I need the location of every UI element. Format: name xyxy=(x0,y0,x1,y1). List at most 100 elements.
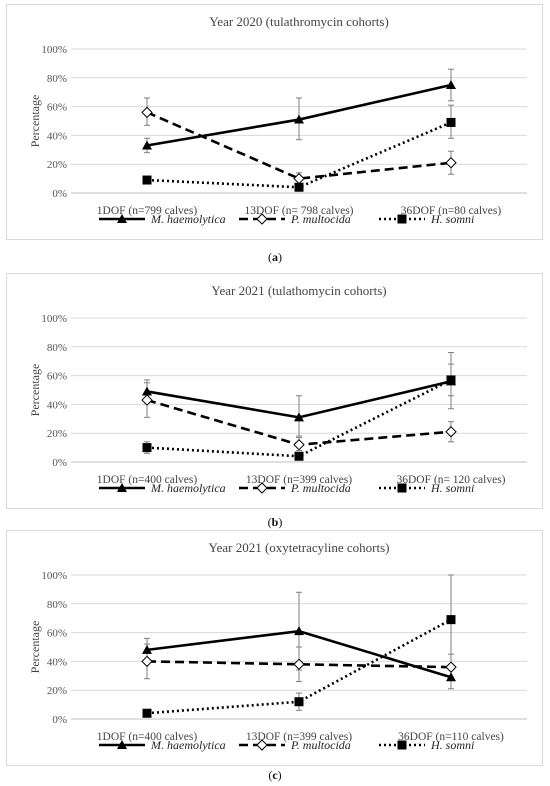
point-p-multocida xyxy=(141,106,153,119)
point-p-multocida xyxy=(445,426,457,438)
chart-svg-c: Year 2021 (oxytetracyline cohorts) Percen… xyxy=(28,540,527,752)
chart-panel-a: Year 2020 (tulathromycin cohorts) Percent… xyxy=(6,4,543,240)
panel-label-c-open: ( xyxy=(268,768,273,782)
y-tick-label: 100% xyxy=(41,570,67,582)
point-m-haemolytica xyxy=(446,80,456,89)
point-m-haemolytica xyxy=(142,386,152,396)
panel-label-b-open: ( xyxy=(267,515,272,529)
y-tick-label: 40% xyxy=(47,656,67,668)
y-tick-label: 60% xyxy=(47,628,67,640)
panel-label-c: (c) xyxy=(0,768,550,783)
point-h-somni xyxy=(446,117,456,127)
y-tick-label: 20% xyxy=(47,159,67,171)
y-tick-label: 60% xyxy=(47,371,67,383)
point-h-somni xyxy=(142,175,152,185)
legend-marker-p-multocida xyxy=(256,739,268,751)
point-p-multocida xyxy=(141,394,153,406)
x-tick-label: 36DOF (n=110 calves) xyxy=(398,731,504,743)
y-tick-label: 80% xyxy=(47,342,67,354)
y-tick-label: 0% xyxy=(52,188,67,200)
legend-label-h-somni: H. somni xyxy=(430,481,474,495)
panel-label-c-close: ) xyxy=(277,768,282,782)
x-tick-label: 1DOF (n=799 calves) xyxy=(97,205,198,217)
legend-label-m-haemolytica: M. haemolytica xyxy=(150,212,226,226)
y-tick-label: 40% xyxy=(47,130,67,142)
y-tick-label: 40% xyxy=(47,399,67,411)
point-p-multocida xyxy=(445,661,457,673)
point-m-haemolytica xyxy=(142,140,152,150)
chart-svg-a: Year 2020 (tulathromycin cohorts) Percent… xyxy=(28,14,527,226)
chart-svg-b: Year 2021 (tulathomycin cohorts) Percenta… xyxy=(28,283,527,495)
point-h-somni xyxy=(446,615,456,625)
series-line-h-somni xyxy=(146,618,452,715)
point-p-multocida xyxy=(141,655,153,668)
x-tick-label: 36DOF (n=80 calves) xyxy=(401,205,502,217)
point-h-somni xyxy=(294,451,304,461)
y-tick-label: 100% xyxy=(41,44,67,56)
y-tick-label: 60% xyxy=(47,102,67,114)
series-line-h-somni xyxy=(146,121,452,189)
point-h-somni xyxy=(294,697,304,707)
y-axis-label: Percentage xyxy=(28,95,42,148)
chart-title: Year 2021 (oxytetracyline cohorts) xyxy=(209,540,390,555)
chart-title: Year 2020 (tulathromycin cohorts) xyxy=(209,14,389,29)
panel-label-c-letter: c xyxy=(272,768,278,782)
y-axis-label: Percentage xyxy=(28,364,42,417)
point-h-somni xyxy=(142,708,152,718)
chart-panel-b: Year 2021 (tulathomycin cohorts) Percenta… xyxy=(6,273,543,509)
point-h-somni xyxy=(142,443,152,453)
x-tick-label: 36DOF (n= 120 calves) xyxy=(396,474,505,486)
y-tick-label: 0% xyxy=(52,714,67,726)
legend-label-m-haemolytica: M. haemolytica xyxy=(150,481,226,495)
legend-label-p-multocida: P. multocida xyxy=(290,738,351,752)
legend-label-h-somni: H. somni xyxy=(430,212,474,226)
legend-marker-h-somni xyxy=(397,740,407,750)
y-tick-label: 100% xyxy=(41,313,67,325)
chart-title: Year 2021 (tulathomycin cohorts) xyxy=(211,283,386,298)
point-p-multocida xyxy=(445,157,457,169)
y-tick-label: 20% xyxy=(47,685,67,697)
panel-label-b-close: ) xyxy=(278,515,283,529)
point-p-multocida xyxy=(293,439,305,451)
series-line-p-multocida xyxy=(146,111,452,180)
series-line-p-multocida xyxy=(146,660,452,669)
y-tick-label: 20% xyxy=(47,428,67,440)
legend-label-h-somni: H. somni xyxy=(430,738,474,752)
y-tick-label: 80% xyxy=(47,73,67,85)
x-tick-label: 1DOF (n=400 calves) xyxy=(97,731,198,743)
panel-label-a: (a) xyxy=(0,250,550,265)
legend-marker-h-somni xyxy=(397,214,407,224)
panel-label-b-letter: b xyxy=(271,515,279,529)
y-axis-label: Percentage xyxy=(28,621,42,674)
point-p-multocida xyxy=(293,172,305,185)
y-tick-label: 80% xyxy=(47,599,67,611)
panel-label-a-close: ) xyxy=(278,250,282,264)
point-h-somni xyxy=(446,375,456,385)
series-line-h-somni xyxy=(146,378,452,458)
point-m-haemolytica xyxy=(294,114,304,124)
x-tick-label: 13DOF (n=399 calves) xyxy=(246,731,352,743)
point-h-somni xyxy=(294,182,304,192)
legend-marker-m-haemolytica xyxy=(117,214,127,223)
legend-marker-p-multocida xyxy=(256,482,268,494)
x-tick-label: 1DOF (n=400 calves) xyxy=(97,474,198,486)
legend-marker-p-multocida xyxy=(256,213,268,225)
legend-marker-m-haemolytica xyxy=(117,483,127,492)
legend-label-p-multocida: P. multocida xyxy=(290,481,351,495)
point-m-haemolytica xyxy=(294,412,304,422)
point-m-haemolytica xyxy=(294,626,304,636)
panel-label-a-letter: a xyxy=(272,250,278,264)
chart-panel-c: Year 2021 (oxytetracyline cohorts) Percen… xyxy=(6,530,543,766)
point-m-haemolytica xyxy=(446,672,456,682)
x-tick-label: 13DOF (n=399 calves) xyxy=(246,474,352,486)
legend-label-p-multocida: P. multocida xyxy=(290,212,351,226)
legend-label-m-haemolytica: M. haemolytica xyxy=(150,738,226,752)
legend-marker-m-haemolytica xyxy=(117,740,127,749)
panel-label-a-open: ( xyxy=(268,250,272,264)
y-tick-label: 0% xyxy=(52,457,67,469)
point-m-haemolytica xyxy=(142,644,152,654)
panel-label-b: (b) xyxy=(0,515,550,530)
x-tick-label: 13DOF (n= 798 calves) xyxy=(244,205,353,217)
point-p-multocida xyxy=(293,658,305,670)
legend-marker-h-somni xyxy=(397,483,407,493)
